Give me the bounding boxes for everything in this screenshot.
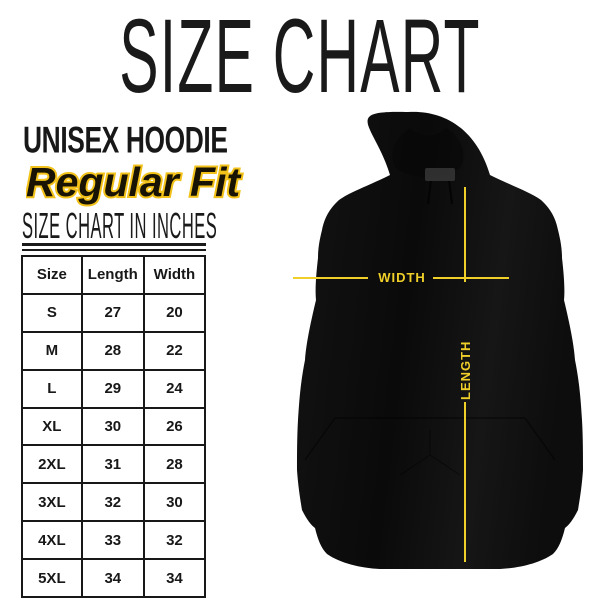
svg-text:SIZE CHART: SIZE CHART <box>119 0 480 110</box>
svg-text:Regular Fit: Regular Fit <box>26 159 242 205</box>
